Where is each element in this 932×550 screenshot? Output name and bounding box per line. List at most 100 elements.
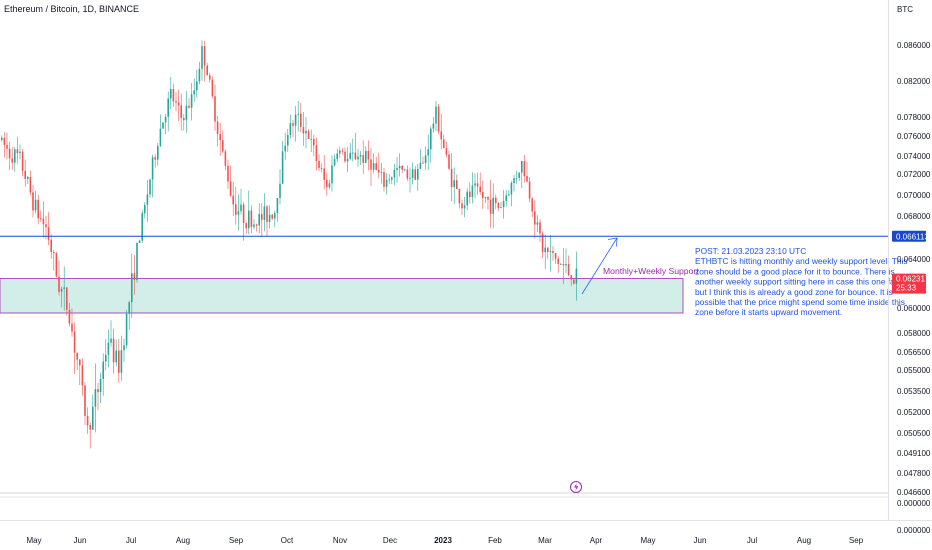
time-axis-label: Jun xyxy=(74,536,87,545)
candle-body xyxy=(492,197,494,214)
candle-body xyxy=(372,163,375,170)
candle-body xyxy=(185,105,188,121)
support-zone[interactable] xyxy=(0,278,684,314)
candle-body xyxy=(453,180,455,188)
candle-body xyxy=(476,183,479,187)
candle-body xyxy=(216,121,219,135)
time-axis-label: Nov xyxy=(333,536,347,545)
candle-body xyxy=(398,165,401,168)
candle-body xyxy=(118,350,120,373)
candle-body xyxy=(172,89,175,102)
candle-body xyxy=(81,365,84,386)
candle-body xyxy=(32,192,34,211)
candle-body xyxy=(86,415,89,426)
time-axis-label: Dec xyxy=(383,536,397,545)
candle-body xyxy=(110,338,112,343)
price-axis-label: 0.086000 xyxy=(897,41,931,50)
price-axis[interactable]: 0.086000 0.082000 0.078000 0.076000 0.074000… xyxy=(897,41,931,535)
candle-body xyxy=(128,302,130,314)
time-axis-label: Aug xyxy=(176,536,190,545)
candle-body xyxy=(557,258,559,265)
candle-body xyxy=(66,287,68,310)
candle-body xyxy=(388,179,390,181)
candle-body xyxy=(71,323,73,332)
price-axis-label: 0.078000 xyxy=(897,113,931,122)
candle-body xyxy=(250,210,253,227)
candle-body xyxy=(466,191,468,206)
candle-body xyxy=(443,139,445,149)
price-axis-label: 0.060000 xyxy=(897,304,931,313)
candle-body xyxy=(214,96,216,122)
trend-arrow[interactable] xyxy=(581,237,618,295)
candle-body xyxy=(34,199,37,211)
candle-body xyxy=(235,204,237,215)
candle-body xyxy=(534,211,536,225)
candle-body xyxy=(263,206,266,220)
candle-body xyxy=(159,128,162,146)
candle-body xyxy=(50,239,52,253)
candle-body xyxy=(331,165,333,184)
candle-body xyxy=(242,204,245,224)
price-axis-label: 0.000000 xyxy=(897,526,931,535)
candle-body xyxy=(406,169,409,179)
candle-body xyxy=(357,156,359,160)
currency-label: BTC xyxy=(897,5,913,14)
candle-body xyxy=(183,118,185,121)
candle-body xyxy=(112,338,115,363)
candle-body xyxy=(541,233,544,253)
candle-body xyxy=(461,203,463,209)
candle-body xyxy=(510,183,513,195)
candle-body xyxy=(567,263,570,276)
candle-body xyxy=(58,276,60,292)
price-axis-label: 0.068000 xyxy=(897,212,931,221)
candle-body xyxy=(474,183,476,186)
candle-body xyxy=(552,250,554,253)
candle-body xyxy=(37,199,39,219)
candle-body xyxy=(227,165,229,182)
candle-body xyxy=(53,252,55,254)
candle-body xyxy=(125,313,128,346)
candle-body xyxy=(560,264,562,265)
candle-body xyxy=(414,169,416,180)
price-axis-label: 0.082000 xyxy=(897,77,931,86)
candle-body xyxy=(136,242,138,280)
price-axis-label: 0.056500 xyxy=(897,348,931,357)
candle-body xyxy=(570,275,572,280)
candle-body xyxy=(393,169,396,178)
candle-body xyxy=(115,350,117,363)
price-axis-label: 0.049100 xyxy=(897,449,931,458)
price-axis-label: 0.053500 xyxy=(897,387,931,396)
candle-body xyxy=(323,168,325,180)
candle-body xyxy=(339,150,341,154)
candle-body xyxy=(349,152,351,159)
time-axis-label: May xyxy=(640,536,655,545)
candle-body xyxy=(281,151,284,184)
candle-body xyxy=(367,151,370,160)
candle-body xyxy=(497,202,500,209)
candle-body xyxy=(76,352,78,360)
candle-body xyxy=(333,159,336,166)
candle-body xyxy=(255,224,258,226)
candle-body xyxy=(107,342,110,355)
price-axis-label: 0.046600 xyxy=(897,488,931,497)
candle-body xyxy=(222,140,224,152)
time-axis[interactable]: May Jun Jul Aug Sep Oct Nov Dec 2023 Feb Mar Apr May… xyxy=(26,536,863,545)
candle-body xyxy=(1,137,3,140)
time-axis-label: 2023 xyxy=(434,536,452,545)
price-line-tag xyxy=(892,230,926,242)
time-axis-label: Oct xyxy=(281,536,294,545)
candle-body xyxy=(440,131,442,140)
candle-body xyxy=(196,81,198,91)
candle-body xyxy=(383,172,385,187)
candle-body xyxy=(276,197,279,214)
lightning-icon[interactable] xyxy=(570,481,582,493)
candle-body xyxy=(430,128,432,150)
candle-body xyxy=(279,183,281,198)
candle-body xyxy=(193,90,195,95)
candle-body xyxy=(16,149,19,154)
candle-body xyxy=(47,227,50,240)
candle-body xyxy=(362,155,364,163)
candle-body xyxy=(19,151,21,154)
candle-body xyxy=(401,165,403,170)
